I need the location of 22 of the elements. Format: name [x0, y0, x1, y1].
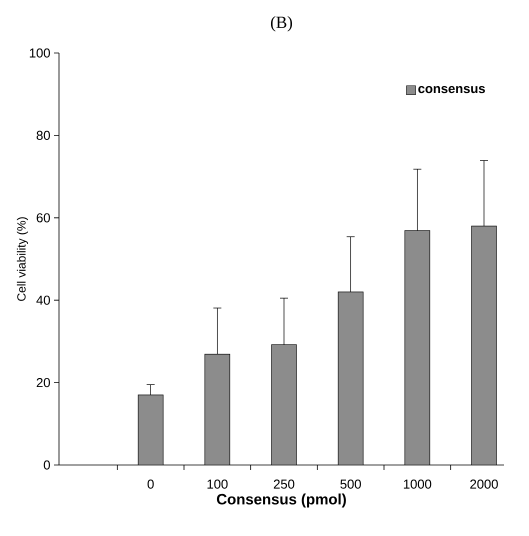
y-tick-label: 60 [36, 213, 50, 222]
x-tick-label: 100 [208, 480, 228, 489]
bar [471, 226, 497, 465]
bar [204, 354, 230, 465]
bar [404, 230, 430, 465]
y-tick-label: 100 [30, 48, 50, 58]
chart-title: (B) [270, 16, 292, 32]
y-axis-title: Cell viability (%) [16, 217, 28, 301]
y-tick-label: 80 [36, 130, 50, 140]
x-tick-label: 1000 [404, 480, 432, 489]
legend-label: consensus [418, 86, 485, 94]
bar [338, 292, 364, 465]
x-tick-label: 500 [340, 480, 361, 489]
bar [271, 344, 297, 465]
bar [138, 394, 164, 465]
x-tick-label: 0 [148, 480, 154, 489]
x-tick-label: 250 [274, 480, 294, 489]
y-tick-label: 0 [44, 460, 50, 470]
x-axis-title: Consensus (pmol) [216, 494, 346, 508]
x-tick-label: 2000 [470, 480, 498, 489]
y-tick-label: 40 [36, 296, 50, 305]
y-tick-label: 20 [36, 378, 50, 388]
